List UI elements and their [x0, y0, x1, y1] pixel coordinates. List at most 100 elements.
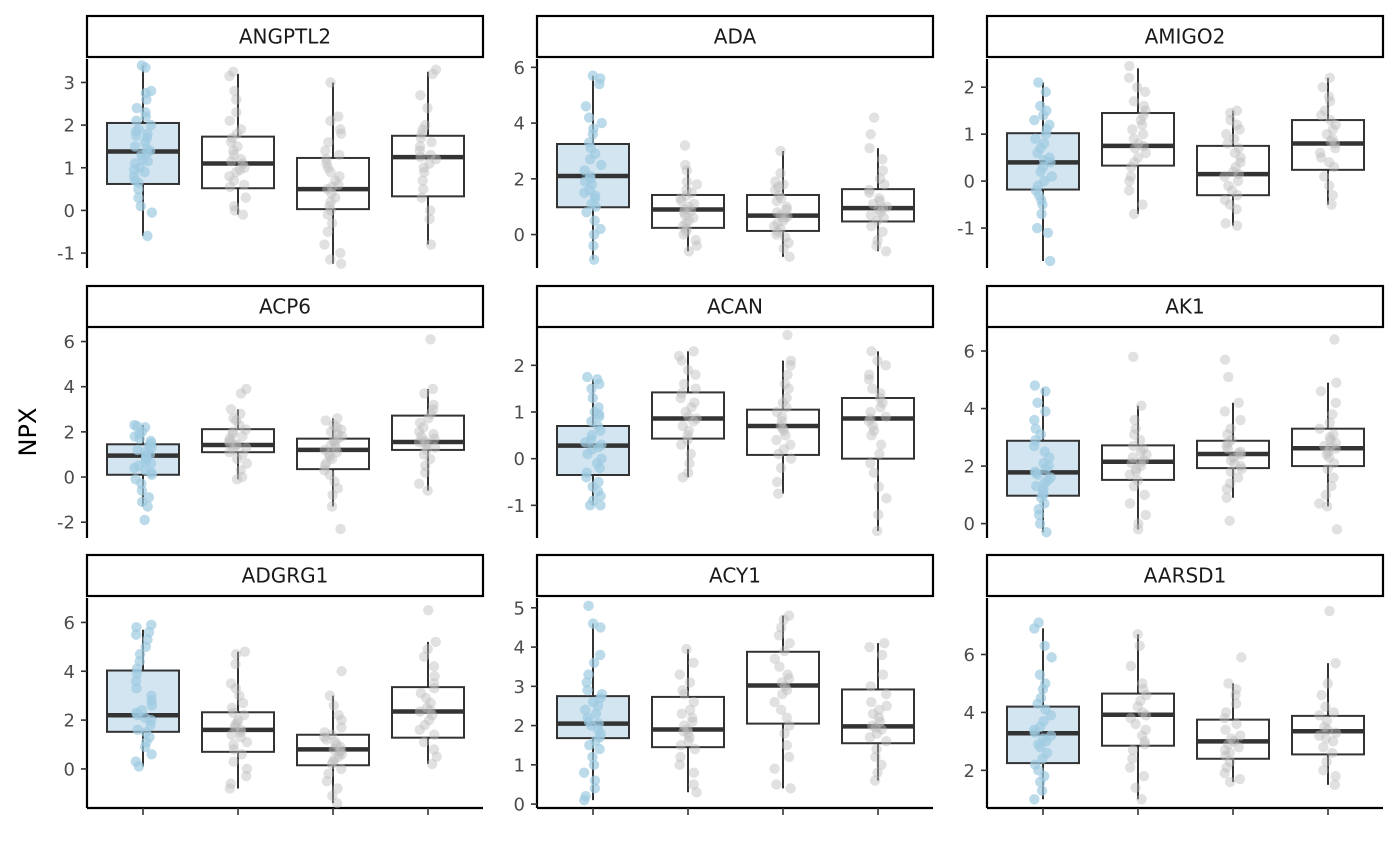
- data-point: [1221, 492, 1232, 503]
- data-point: [1314, 710, 1325, 721]
- data-point: [779, 232, 791, 243]
- y-tick-label: 4: [964, 399, 975, 420]
- y-tick-label: 4: [64, 377, 75, 398]
- data-point: [1235, 414, 1246, 426]
- data-point: [781, 204, 793, 215]
- data-point: [319, 444, 331, 456]
- data-point: [677, 685, 688, 696]
- y-tick-label: 0: [514, 795, 525, 816]
- data-point: [870, 751, 881, 763]
- data-point: [877, 669, 889, 680]
- data-point: [874, 195, 885, 207]
- data-point: [865, 413, 876, 424]
- data-point: [1324, 72, 1335, 83]
- data-point: [224, 70, 235, 82]
- data-point: [681, 184, 692, 196]
- box-group: [1291, 605, 1365, 791]
- data-point: [595, 500, 606, 511]
- data-point: [422, 644, 433, 655]
- data-point: [237, 697, 249, 709]
- data-point: [682, 364, 694, 376]
- data-point: [327, 756, 339, 767]
- data-point: [581, 677, 592, 688]
- data-point: [427, 710, 438, 721]
- data-point: [1231, 718, 1242, 730]
- box: [296, 156, 370, 211]
- box: [841, 688, 915, 745]
- facet-strip: [985, 14, 1385, 59]
- data-point: [771, 195, 782, 207]
- data-point: [415, 688, 427, 699]
- facet-strip: [85, 553, 485, 598]
- data-point: [131, 115, 142, 127]
- y-tick-label: 0: [964, 172, 975, 193]
- data-point: [1231, 684, 1242, 695]
- box-group: [1101, 351, 1175, 535]
- data-point: [684, 677, 696, 688]
- data-point: [224, 435, 235, 447]
- data-point: [1130, 466, 1142, 478]
- data-point: [1234, 773, 1246, 785]
- data-point: [1029, 727, 1040, 738]
- data-point: [775, 462, 787, 474]
- data-point: [1328, 458, 1340, 469]
- facet-strip: [85, 14, 485, 59]
- data-point: [1329, 138, 1341, 149]
- data-point: [881, 493, 892, 504]
- data-point: [236, 749, 248, 760]
- data-point: [595, 425, 606, 436]
- data-point: [413, 478, 425, 490]
- data-point: [688, 767, 700, 778]
- data-point: [596, 159, 607, 171]
- y-tick-label: -1: [957, 219, 975, 240]
- y-tick-label: -1: [507, 496, 525, 517]
- data-point: [683, 411, 694, 422]
- data-point: [876, 724, 887, 735]
- data-point: [1128, 208, 1140, 220]
- data-point: [324, 690, 336, 701]
- data-point: [1330, 727, 1342, 738]
- data-point: [1040, 386, 1051, 397]
- data-point: [240, 192, 251, 203]
- data-point: [783, 383, 794, 394]
- data-point: [674, 669, 685, 680]
- data-point: [676, 708, 687, 719]
- data-point: [877, 154, 888, 165]
- data-point: [1324, 157, 1335, 168]
- data-point: [781, 712, 793, 723]
- data-point: [581, 472, 592, 483]
- data-point: [579, 187, 590, 198]
- data-point: [228, 413, 239, 424]
- data-point: [582, 448, 593, 460]
- data-point: [677, 420, 688, 432]
- data-point: [1029, 380, 1041, 391]
- data-point: [1219, 171, 1230, 182]
- data-point: [688, 696, 699, 708]
- facet-title: ACP6: [259, 295, 311, 319]
- data-point: [319, 239, 330, 250]
- data-point: [1314, 730, 1325, 741]
- data-point: [593, 411, 605, 422]
- data-point: [228, 200, 240, 212]
- data-point: [241, 442, 252, 453]
- data-point: [321, 775, 333, 787]
- data-point: [326, 501, 338, 512]
- data-point: [676, 388, 687, 399]
- data-point: [319, 465, 330, 476]
- data-point: [678, 207, 690, 218]
- data-point: [1128, 481, 1140, 492]
- data-point: [771, 779, 782, 790]
- data-point: [1133, 518, 1144, 529]
- facet-strip: [535, 553, 935, 598]
- data-point: [690, 383, 701, 394]
- data-point: [683, 246, 695, 257]
- data-point: [1031, 222, 1043, 234]
- data-point: [329, 476, 340, 487]
- data-point: [1219, 768, 1230, 779]
- data-point: [417, 175, 428, 186]
- data-point: [680, 226, 692, 237]
- data-point: [325, 77, 336, 88]
- data-point: [335, 247, 346, 259]
- data-point: [863, 374, 875, 385]
- y-tick-label: 4: [964, 703, 975, 724]
